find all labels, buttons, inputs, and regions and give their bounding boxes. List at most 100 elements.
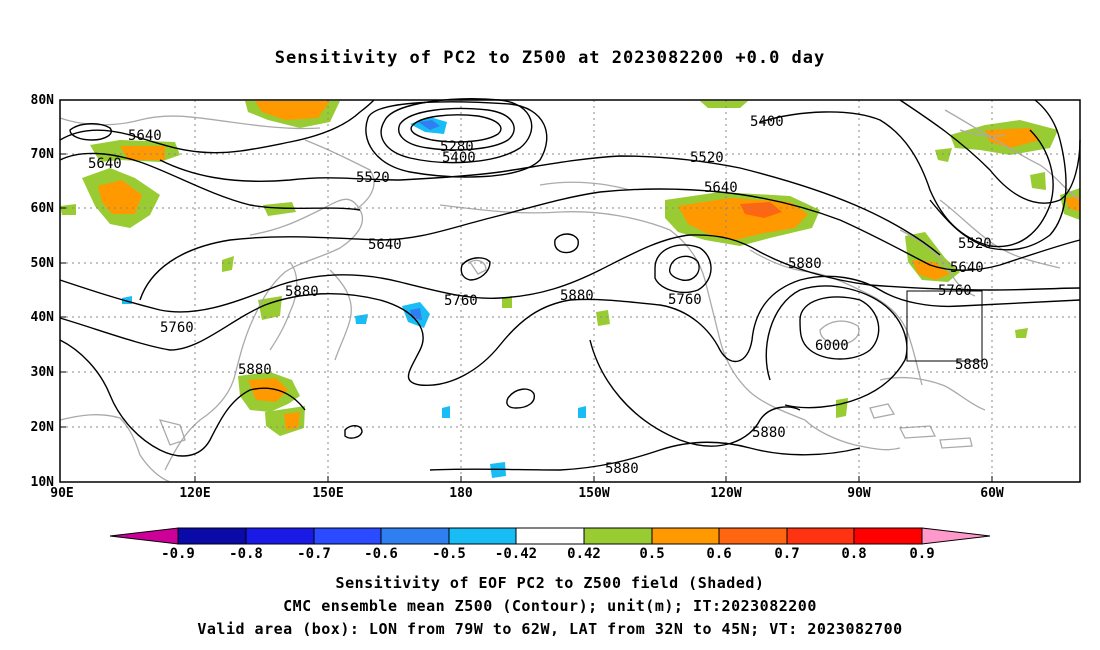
contour-label: 5280 <box>440 139 474 155</box>
colorbar-labels: -0.9 -0.8 -0.7 -0.6 -0.5 -0.42 0.42 0.5 … <box>161 546 935 562</box>
lat-label: 70N <box>31 147 55 162</box>
contour-closed-small <box>668 255 700 281</box>
contour-label: 6000 <box>815 338 849 354</box>
lon-label: 150E <box>312 486 343 501</box>
contour-label: 5640 <box>128 128 162 144</box>
contour-label: 5880 <box>285 284 319 300</box>
caption-shaded: Sensitivity of EOF PC2 to Z500 field (Sh… <box>335 574 765 592</box>
lat-label: 40N <box>31 310 55 325</box>
lon-label: 90W <box>847 486 871 501</box>
shade-green <box>258 296 282 320</box>
contour-5880-d <box>589 339 801 447</box>
colorbar-box <box>583 527 653 545</box>
contour-closed-small <box>460 257 491 281</box>
z500-contours <box>59 98 1081 471</box>
colorbar-box <box>515 527 585 545</box>
shade-green <box>222 256 234 272</box>
valid-area-box <box>906 290 983 362</box>
shade-green <box>700 101 748 108</box>
shade-green <box>1015 328 1028 338</box>
colorbar-box <box>651 527 720 545</box>
contour-5760 <box>59 234 1081 313</box>
colorbar-box <box>380 527 450 545</box>
lat-label: 30N <box>31 365 55 380</box>
longitude-labels: 90E 120E 150E 180 150W 120W 90W 60W <box>50 486 1004 501</box>
contour-5640-b <box>59 152 361 211</box>
shade-green <box>60 204 76 215</box>
colorbar-label: -0.5 <box>432 546 466 562</box>
contour-5520-right <box>929 99 1067 251</box>
grid-lines <box>60 100 1080 482</box>
colorbar-label: -0.8 <box>229 546 263 562</box>
contour-closed-small <box>554 233 579 254</box>
map-frame <box>59 99 1081 483</box>
colorbar-label: -0.7 <box>297 546 331 562</box>
lat-label: 10N <box>31 475 55 490</box>
caption-valid-area: Valid area (box): LON from 79W to 62W, L… <box>197 620 903 638</box>
contour-label: 5520 <box>356 170 390 186</box>
contour-label: 5640 <box>950 260 984 276</box>
contour-closed-small <box>344 425 363 439</box>
contour-label: 5760 <box>668 292 702 308</box>
colorbar-label: -0.42 <box>495 546 537 562</box>
colorbar-label: 0.6 <box>706 546 731 562</box>
colorbar-label: 0.42 <box>567 546 601 562</box>
shade-green <box>596 310 610 326</box>
contour-label: 5640 <box>88 156 122 172</box>
contour-label: 5640 <box>704 180 738 196</box>
colorbar-box <box>718 527 788 545</box>
shade-orange <box>120 146 165 160</box>
contour-label: 5880 <box>955 357 989 373</box>
colorbar-label: 0.8 <box>841 546 866 562</box>
contour-5520 <box>159 155 941 256</box>
colorbar-high-triangle <box>921 527 991 545</box>
lon-label: 90E <box>50 486 73 501</box>
contour-labels: 5640 5640 5400 5280 5400 5520 5520 5640 … <box>88 114 992 477</box>
shade-blue <box>578 406 586 418</box>
colorbar-label: -0.6 <box>364 546 398 562</box>
contour-closed-small <box>654 244 712 294</box>
contour-label: 5760 <box>444 293 478 309</box>
shade-blue <box>355 314 368 324</box>
lat-label: 20N <box>31 420 55 435</box>
contour-label: 5880 <box>238 362 272 378</box>
contour-label: 5520 <box>690 150 724 166</box>
contour-label: 5880 <box>752 425 786 441</box>
shade-green <box>935 148 952 162</box>
shade-orange <box>255 101 330 120</box>
lon-label: 120W <box>710 486 741 501</box>
contour-label: 5400 <box>442 150 476 166</box>
contour-5520-right-2 <box>899 99 1081 204</box>
colorbar-box <box>313 527 382 545</box>
contour-closed-small <box>69 123 112 141</box>
colorbar-box <box>177 527 247 545</box>
contour-5880-a <box>59 275 1081 386</box>
contour-closed-small <box>506 388 535 409</box>
contour-label: 5880 <box>788 256 822 272</box>
contour-label: 5880 <box>605 461 639 477</box>
lon-label: 60W <box>980 486 1004 501</box>
contour-5640-a <box>59 99 375 154</box>
colorbar-box <box>448 527 517 545</box>
map-title: Sensitivity of PC2 to Z500 at 2023082200… <box>274 48 826 68</box>
colorbar-box <box>853 527 923 545</box>
caption-contour: CMC ensemble mean Z500 (Contour); unit(m… <box>283 597 817 615</box>
contour-5280 <box>410 114 502 143</box>
contour-5280 <box>398 107 515 151</box>
latitude-labels: 80N 70N 60N 50N 40N 30N 20N 10N <box>31 93 55 490</box>
lon-label: 120E <box>179 486 210 501</box>
shade-green <box>502 296 512 308</box>
contour-5880-b <box>59 339 306 457</box>
shade-red-orange <box>740 202 782 218</box>
lat-label: 50N <box>31 256 55 271</box>
colorbar: -0.9 -0.8 -0.7 -0.6 -0.5 -0.42 0.42 0.5 … <box>109 527 991 562</box>
colorbar-box <box>245 527 315 545</box>
colorbar-label: 0.5 <box>639 546 664 562</box>
colorbar-label: 0.9 <box>909 546 934 562</box>
contour-5880-c <box>765 285 908 409</box>
contour-label: 5760 <box>938 283 972 299</box>
contour-label: 5880 <box>560 288 594 304</box>
axis-ticks <box>60 99 993 482</box>
contour-label: 5400 <box>750 114 784 130</box>
